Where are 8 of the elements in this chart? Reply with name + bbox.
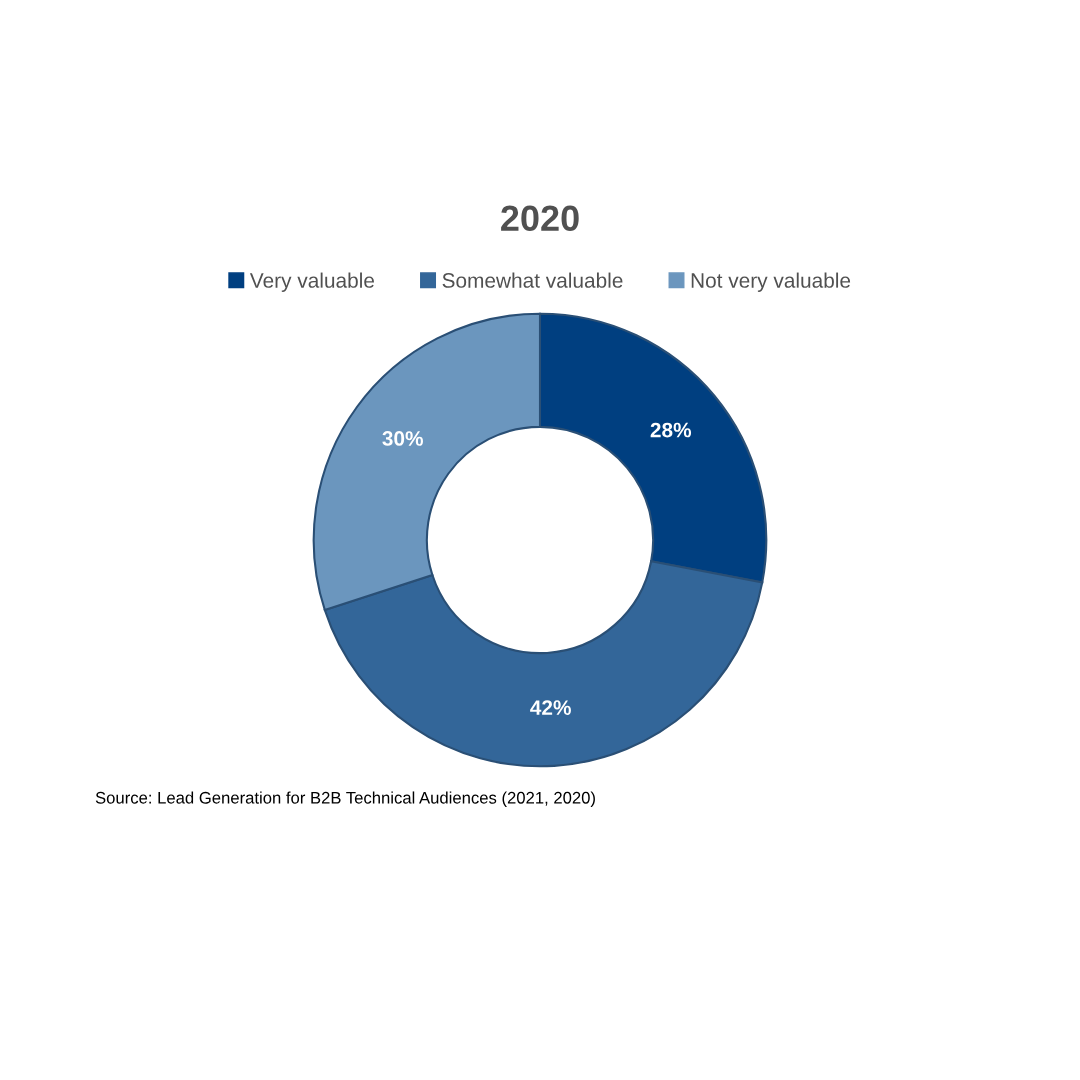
legend-label: Somewhat valuable <box>442 272 623 288</box>
legend-label: Very valuable <box>249 272 374 292</box>
data-label: 42% <box>530 700 571 715</box>
chart-title: 2020 <box>501 205 579 232</box>
data-label: 28% <box>650 422 692 438</box>
legend-label: Not very valuable <box>691 272 851 292</box>
source-note: Source: Lead Generation for B2B Technical Audiences (2021, 2020) <box>95 791 595 807</box>
data-label: 30% <box>382 431 423 446</box>
